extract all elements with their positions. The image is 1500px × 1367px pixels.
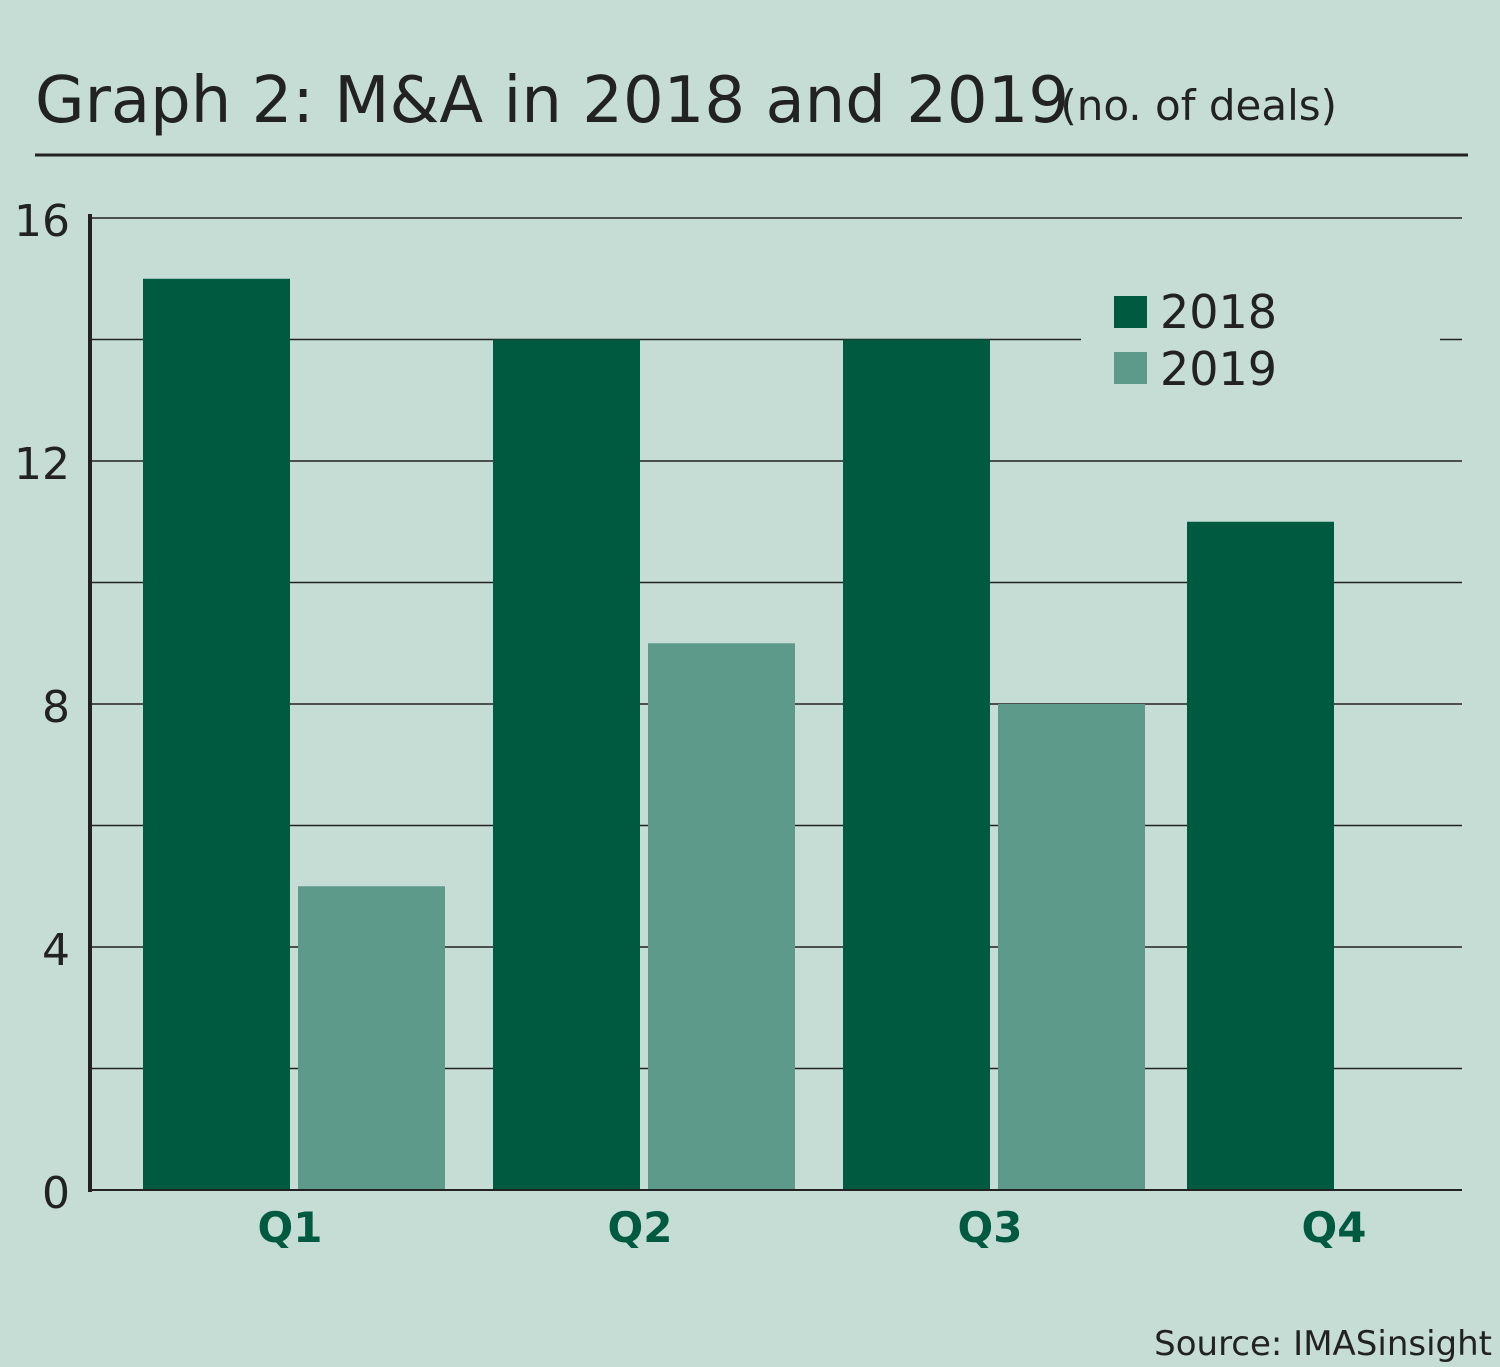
chart-title: Graph 2: M&A in 2018 and 2019	[35, 64, 1069, 138]
x-tick-label: Q4	[1302, 1203, 1367, 1252]
bar-q1-2019	[298, 886, 445, 1190]
bars	[143, 278, 1334, 1190]
x-axis-labels: Q1 Q2 Q3 Q4	[258, 1203, 1367, 1252]
legend-swatch-2018	[1114, 296, 1147, 328]
chart-subtitle: (no. of deals)	[1060, 81, 1337, 130]
y-tick-label: 4	[42, 925, 70, 976]
x-tick-label: Q3	[958, 1203, 1023, 1252]
y-axis-ticks: 0 4 8 12 16	[14, 196, 70, 1219]
legend: 2018 2019	[1114, 285, 1277, 396]
bar-q3-2019	[998, 704, 1145, 1190]
y-tick-label: 0	[42, 1168, 70, 1219]
legend-swatch-2019	[1114, 352, 1147, 384]
bar-q2-2018	[493, 339, 640, 1190]
source-note: Source: IMASinsight	[1154, 1324, 1492, 1364]
y-tick-label: 16	[14, 196, 70, 247]
bar-q4-2018	[1187, 521, 1334, 1190]
y-tick-label: 8	[42, 682, 70, 733]
y-tick-label: 12	[14, 439, 70, 490]
legend-label-2018: 2018	[1160, 285, 1277, 339]
bar-q3-2018	[843, 339, 990, 1190]
x-tick-label: Q1	[258, 1203, 323, 1252]
legend-label-2019: 2019	[1160, 342, 1277, 396]
bar-q1-2018	[143, 278, 290, 1190]
bar-q2-2019	[648, 643, 795, 1190]
x-tick-label: Q2	[608, 1203, 673, 1252]
